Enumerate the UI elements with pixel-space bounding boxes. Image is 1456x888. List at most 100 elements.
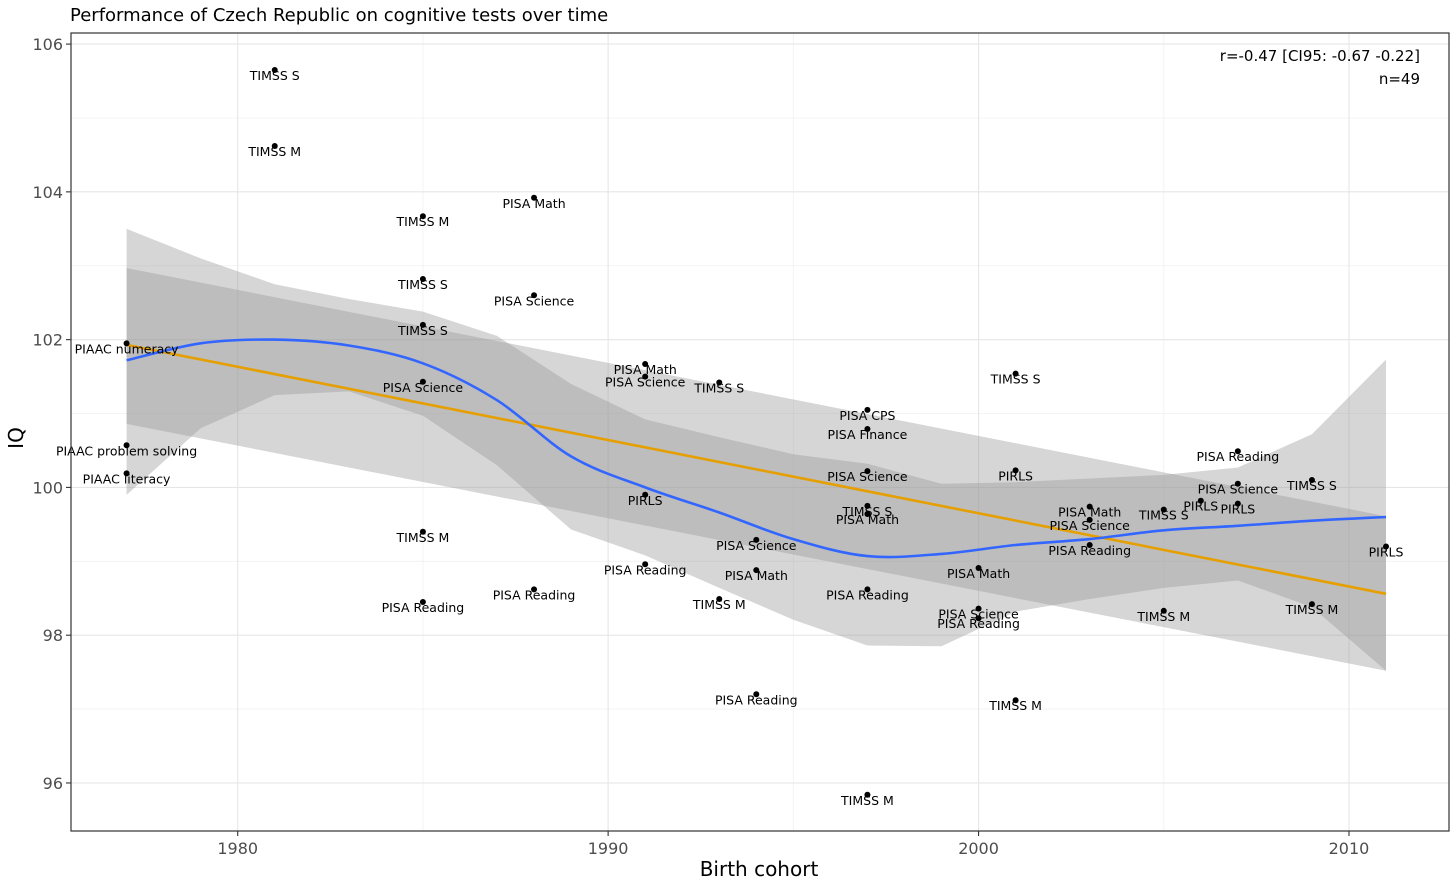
point-label: PISA Math bbox=[502, 196, 565, 211]
data-point bbox=[419, 321, 426, 328]
point-label: TIMSS S bbox=[1138, 508, 1189, 523]
point-label: PISA Math bbox=[725, 568, 788, 583]
data-point bbox=[1234, 448, 1241, 455]
data-point bbox=[864, 586, 871, 593]
point-label: TIMSS S bbox=[1286, 478, 1337, 493]
point-label: PIRLS bbox=[1220, 502, 1255, 517]
data-point bbox=[531, 292, 538, 299]
y-axis-title: IQ bbox=[4, 427, 28, 449]
y-tick-label: 106 bbox=[32, 35, 63, 54]
point-label: PISA Reading bbox=[1197, 449, 1280, 464]
data-point bbox=[864, 511, 871, 518]
point-label: PISA Science bbox=[383, 380, 464, 395]
point-label: PISA CPS bbox=[839, 408, 895, 423]
point-label: TIMSS M bbox=[1285, 602, 1339, 617]
data-point bbox=[123, 340, 130, 347]
point-label: TIMSS M bbox=[988, 698, 1042, 713]
point-label: PIRLS bbox=[1183, 499, 1218, 514]
data-point bbox=[864, 406, 871, 413]
x-axis-title: Birth cohort bbox=[700, 857, 819, 881]
point-label: PIAAC numeracy bbox=[75, 341, 180, 356]
point-label: PISA Math bbox=[836, 512, 899, 527]
y-tick-label: 98 bbox=[43, 626, 63, 645]
data-point bbox=[1234, 500, 1241, 507]
x-tick-label: 2000 bbox=[958, 839, 999, 858]
data-point bbox=[1160, 506, 1167, 513]
data-point bbox=[975, 605, 982, 612]
point-label: PISA Reading bbox=[493, 587, 576, 602]
chart-title: Performance of Czech Republic on cogniti… bbox=[70, 5, 608, 26]
point-label: PISA Math bbox=[1058, 505, 1121, 520]
data-point bbox=[531, 194, 538, 201]
data-point bbox=[419, 213, 426, 220]
point-label: PISA Science bbox=[938, 607, 1019, 622]
point-label: TIMSS S bbox=[693, 380, 744, 395]
point-label: TIMSS S bbox=[841, 504, 892, 519]
data-point bbox=[271, 143, 278, 150]
point-label: PISA Science bbox=[716, 538, 797, 553]
point-label: TIMSS S bbox=[990, 372, 1041, 387]
data-point bbox=[975, 615, 982, 622]
data-points bbox=[123, 66, 1390, 798]
x-tick-label: 1980 bbox=[217, 839, 258, 858]
panel-border bbox=[70, 32, 1450, 832]
data-point bbox=[1012, 697, 1019, 704]
point-label: PISA Reading bbox=[715, 692, 798, 707]
point-label: PIRLS bbox=[1369, 545, 1404, 560]
data-point bbox=[753, 567, 760, 574]
data-point bbox=[1308, 477, 1315, 484]
data-point bbox=[419, 276, 426, 283]
point-label: PISA Finance bbox=[828, 427, 908, 442]
y-tick-label: 102 bbox=[32, 331, 63, 350]
x-tick-label: 1990 bbox=[588, 839, 629, 858]
point-label: PISA Reading bbox=[1048, 543, 1131, 558]
axes: 96 98 100 102 104 106 1980 1990 2000 2010 bbox=[32, 35, 1369, 858]
point-label: PIRLS bbox=[998, 468, 1033, 483]
point-label: TIMSS M bbox=[396, 530, 450, 545]
linear-fit-line bbox=[126, 343, 1387, 596]
data-point bbox=[1308, 601, 1315, 608]
correlation-annotation: r=-0.47 [CI95: -0.67 -0.22] bbox=[1220, 47, 1420, 65]
point-label: TIMSS M bbox=[692, 597, 746, 612]
y-tick-label: 96 bbox=[43, 774, 63, 793]
data-point bbox=[642, 373, 649, 380]
data-point bbox=[716, 595, 723, 602]
data-point bbox=[1197, 497, 1204, 504]
data-point bbox=[864, 791, 871, 798]
point-label: TIMSS M bbox=[840, 793, 894, 808]
point-label: PISA Science bbox=[605, 375, 686, 390]
data-point bbox=[1160, 607, 1167, 614]
point-labels: PIAAC numeracy PIAAC problem solving PIAAC… bbox=[56, 68, 1404, 808]
data-point bbox=[642, 491, 649, 498]
loess-confidence-band bbox=[126, 228, 1387, 671]
data-point bbox=[419, 378, 426, 385]
data-point bbox=[123, 470, 130, 477]
point-label: PISA Science bbox=[827, 469, 908, 484]
point-label: TIMSS S bbox=[397, 277, 448, 292]
point-label: PIAAC problem solving bbox=[56, 443, 197, 458]
grid bbox=[71, 33, 1449, 831]
loess-fit-line bbox=[126, 338, 1387, 559]
data-point bbox=[1086, 542, 1093, 549]
data-point bbox=[419, 598, 426, 605]
point-label: PISA Reading bbox=[382, 600, 465, 615]
point-label: PISA Reading bbox=[604, 562, 687, 577]
data-point bbox=[1086, 503, 1093, 510]
fit-lines bbox=[126, 338, 1387, 596]
data-point bbox=[123, 442, 130, 449]
data-point bbox=[716, 379, 723, 386]
point-label: TIMSS S bbox=[397, 323, 448, 338]
data-point bbox=[271, 66, 278, 73]
point-label: TIMSS S bbox=[249, 68, 300, 83]
point-label: TIMSS M bbox=[1136, 609, 1190, 624]
data-point bbox=[1012, 467, 1019, 474]
data-point bbox=[864, 426, 871, 433]
y-tick-label: 104 bbox=[32, 183, 63, 202]
data-point bbox=[864, 502, 871, 509]
data-point bbox=[531, 586, 538, 593]
point-label: PISA Science bbox=[494, 293, 575, 308]
point-label: PIAAC literacy bbox=[83, 471, 171, 486]
data-point bbox=[753, 691, 760, 698]
